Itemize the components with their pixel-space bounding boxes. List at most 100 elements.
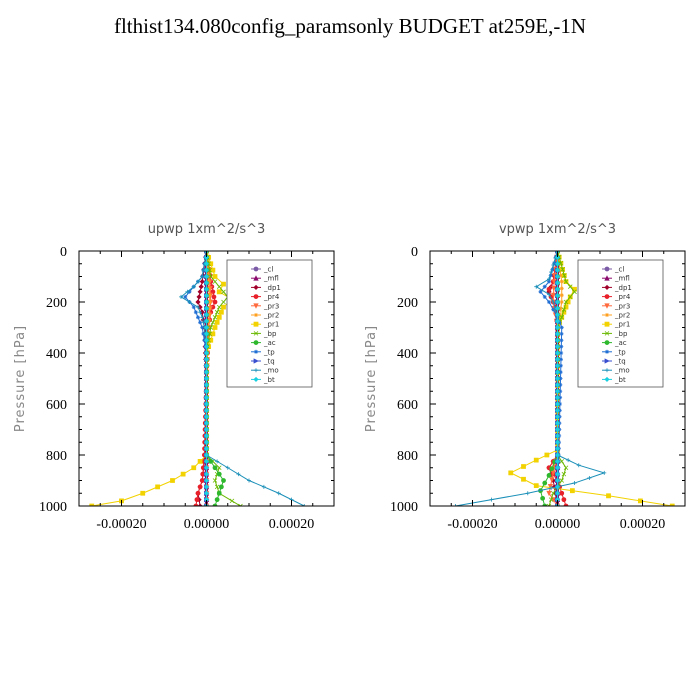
data-point	[569, 488, 575, 494]
data-point	[557, 320, 562, 325]
plot-area	[453, 251, 675, 506]
data-point	[558, 273, 563, 278]
data-point	[200, 325, 205, 330]
data-point	[200, 274, 205, 279]
data-point	[203, 382, 210, 388]
data-point	[185, 289, 190, 294]
legend-label: _pr4	[614, 293, 631, 301]
legend-entry: _bt	[251, 376, 275, 384]
legend-label: _dp1	[263, 284, 281, 292]
x-tick-label: -0.00020	[96, 517, 146, 532]
data-point	[170, 478, 175, 483]
plot-area	[89, 251, 307, 506]
data-point	[216, 490, 222, 496]
legend-label: _pr1	[263, 321, 279, 329]
data-point	[554, 305, 561, 311]
legend: _cl_mfl_dp1_pr4_pr3_pr2_pr1_bp_ac_tp_tq_…	[226, 259, 313, 388]
data-point	[210, 320, 216, 325]
data-point	[197, 458, 203, 464]
data-point	[196, 305, 200, 310]
data-point	[302, 504, 307, 506]
data-point	[561, 307, 567, 312]
data-point	[559, 300, 564, 304]
legend-marker	[253, 303, 259, 309]
data-point	[199, 478, 205, 483]
data-point	[554, 356, 561, 362]
data-point	[554, 254, 561, 260]
legend-label: _tq	[614, 358, 626, 366]
data-point	[554, 299, 561, 305]
data-point	[203, 401, 210, 407]
legend-marker	[254, 313, 258, 317]
data-point	[602, 470, 607, 475]
data-point	[521, 464, 526, 469]
legend-label: _pr3	[263, 302, 279, 310]
data-point	[559, 279, 564, 284]
data-point	[212, 315, 218, 320]
data-point	[567, 284, 573, 289]
data-point	[576, 463, 581, 468]
data-point	[212, 274, 218, 279]
legend-entry: _bp	[251, 330, 277, 338]
data-point	[554, 382, 561, 388]
data-point	[203, 267, 210, 273]
data-point	[533, 483, 539, 488]
data-point	[563, 279, 569, 284]
legend-entry: _pr1	[602, 321, 630, 329]
legend-entry: _ac	[251, 339, 276, 347]
data-point	[155, 484, 161, 490]
legend-marker	[253, 358, 259, 364]
data-point	[197, 304, 203, 310]
data-point	[216, 471, 222, 477]
legend-marker	[605, 349, 609, 354]
data-point	[203, 312, 210, 318]
data-point	[572, 289, 577, 295]
data-point	[208, 274, 214, 279]
data-point	[203, 350, 210, 356]
data-point	[554, 324, 561, 331]
y-tick-label: 600	[46, 398, 67, 413]
data-point	[606, 493, 611, 499]
data-point	[554, 395, 561, 401]
legend-label: _pr2	[614, 312, 630, 320]
data-point	[547, 279, 551, 284]
data-point	[547, 300, 551, 304]
data-point	[207, 300, 212, 304]
data-point	[508, 470, 514, 476]
y-tick-label: 0	[411, 245, 418, 260]
data-point	[212, 325, 218, 330]
data-point	[193, 310, 198, 315]
legend-entry: _mfl	[251, 275, 279, 283]
data-point	[199, 279, 205, 285]
legend-box	[577, 259, 664, 388]
data-point	[203, 458, 210, 464]
data-point	[554, 261, 561, 267]
legend-entry: _tq	[602, 358, 626, 366]
y-tick-label: 400	[397, 347, 418, 362]
data-point	[276, 491, 281, 496]
data-point	[561, 471, 567, 477]
data-point	[547, 292, 551, 297]
data-point	[558, 370, 563, 375]
legend-label: _bt	[263, 376, 275, 384]
data-point	[554, 331, 561, 337]
y-tick-label: 200	[397, 296, 418, 311]
data-point	[203, 286, 210, 292]
data-point	[637, 498, 643, 504]
data-point	[221, 289, 226, 295]
data-point	[533, 457, 539, 463]
data-point	[212, 279, 218, 284]
data-point	[203, 318, 210, 324]
data-point	[199, 309, 205, 315]
y-tick-label: 1000	[390, 500, 418, 515]
legend-entry: _pr4	[251, 293, 280, 301]
panel-title: upwp 1xm^2/s^3	[148, 222, 266, 237]
legend-entry: _mo	[251, 367, 279, 375]
legend-label: _bp	[263, 330, 277, 338]
data-point	[196, 294, 202, 300]
data-point	[549, 270, 554, 275]
legend-label: _mo	[263, 367, 279, 375]
figure-title: flthist134.080config_paramsonly BUDGET a…	[113, 14, 587, 38]
data-point	[203, 471, 210, 477]
data-point	[548, 273, 553, 278]
